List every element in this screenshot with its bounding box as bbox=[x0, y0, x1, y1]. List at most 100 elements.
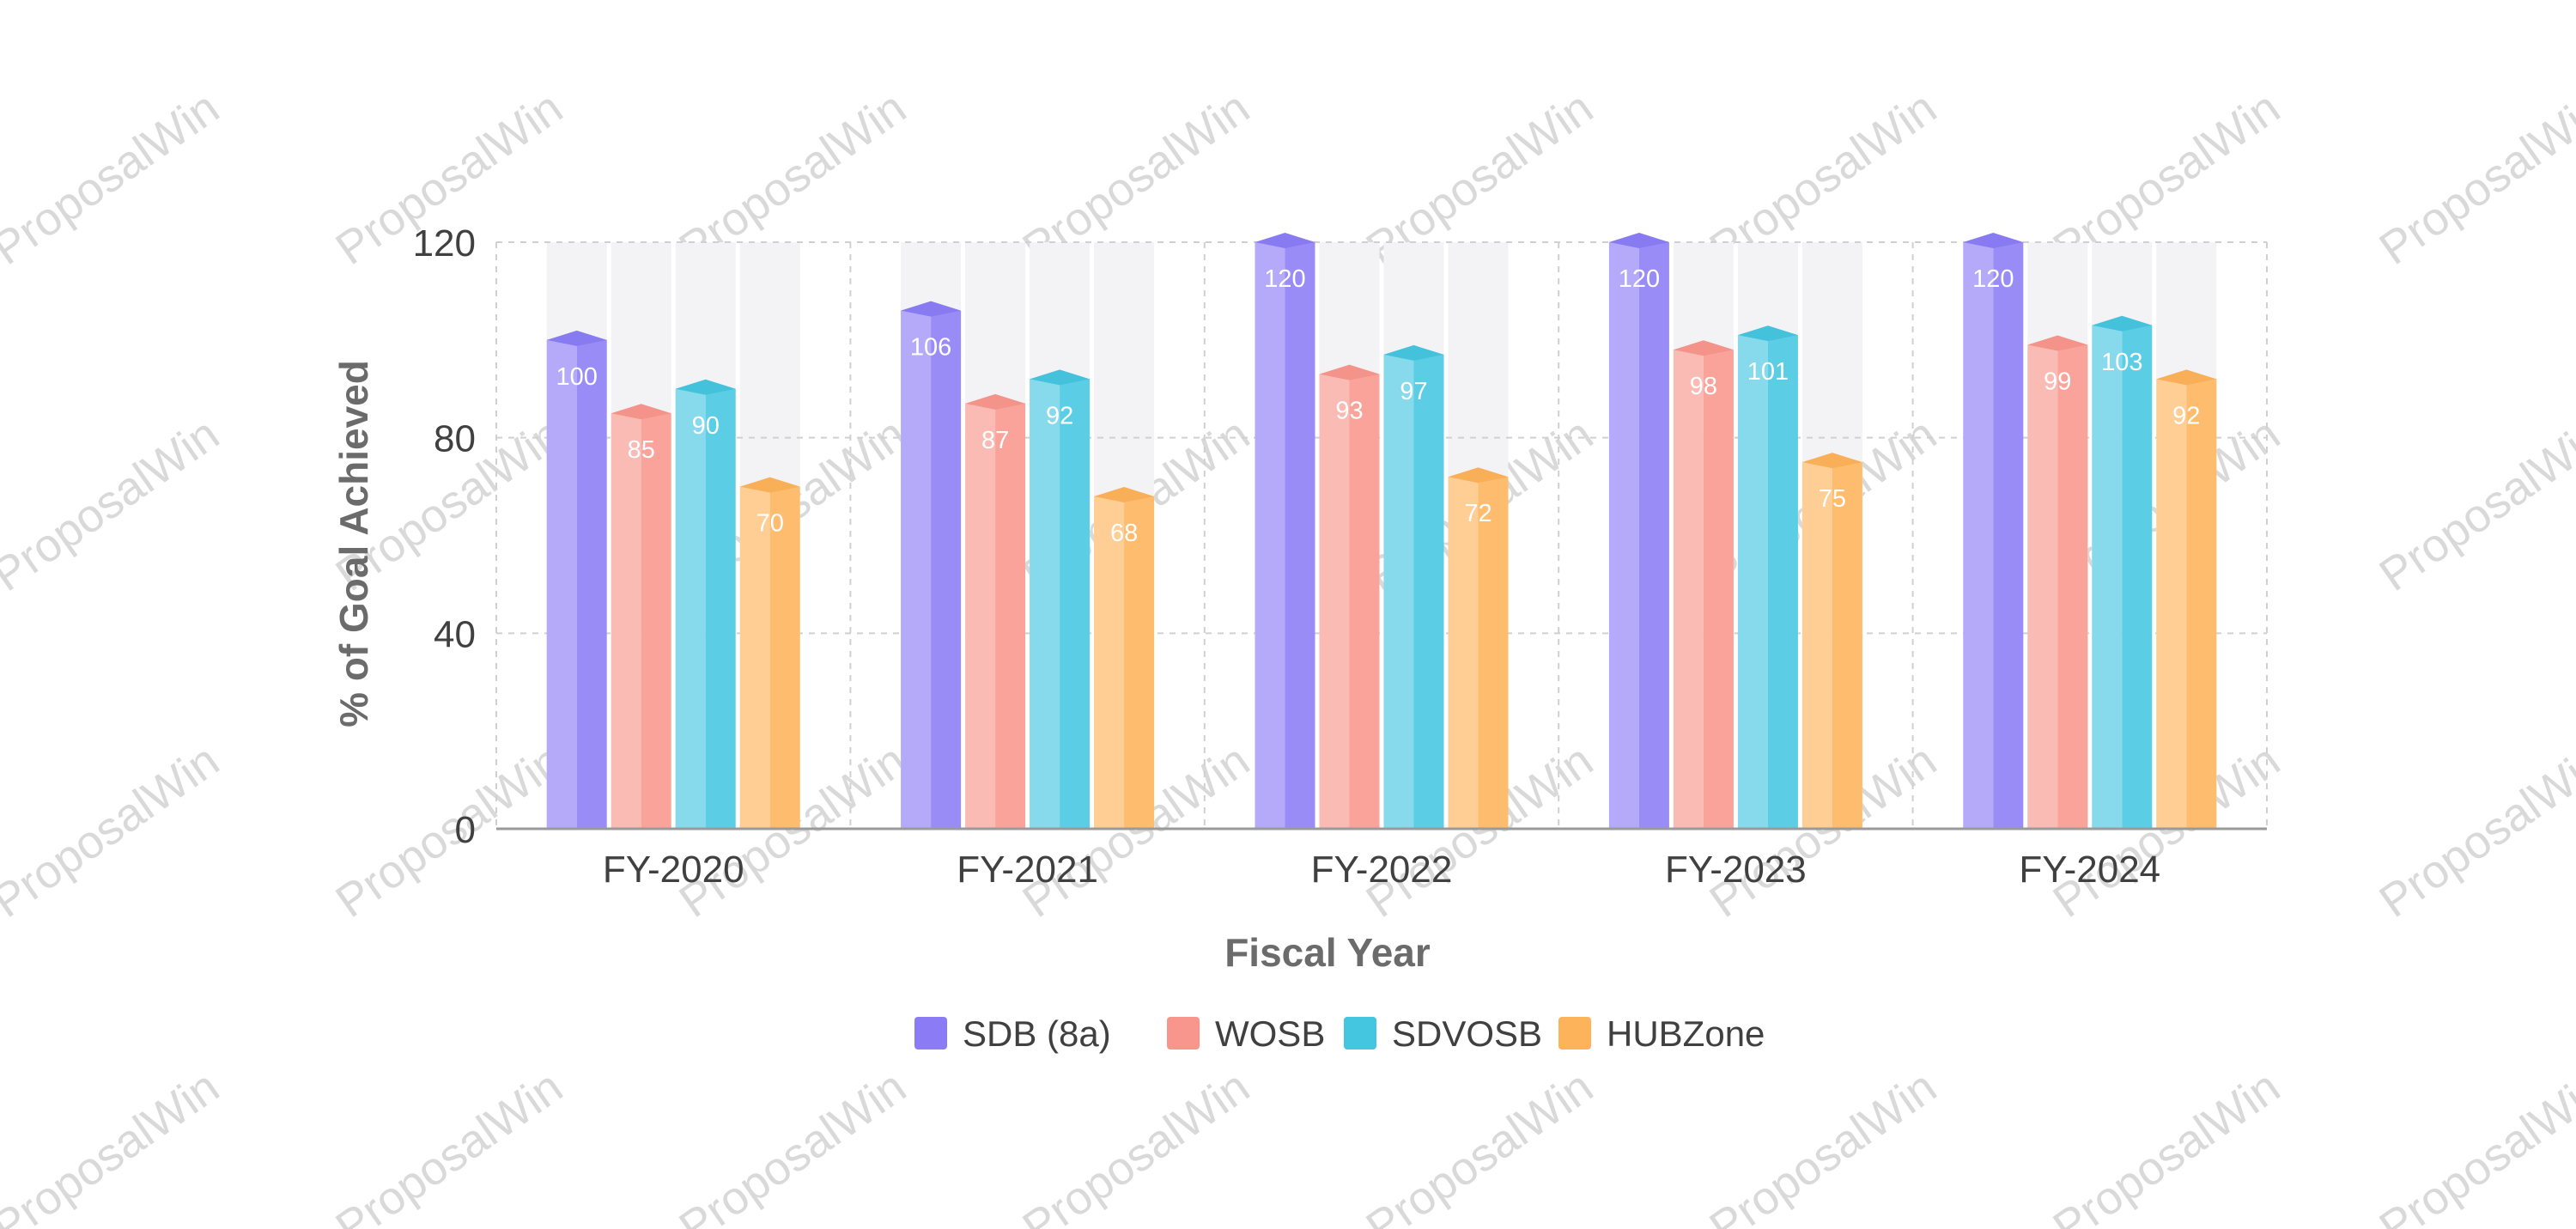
data-label: 72 bbox=[1464, 500, 1492, 527]
bar-top-cap bbox=[675, 379, 736, 395]
bar-left-face bbox=[965, 403, 996, 829]
legend-label: WOSB bbox=[1215, 1013, 1325, 1054]
bar-left-face bbox=[2092, 325, 2123, 830]
data-label: 103 bbox=[2101, 349, 2142, 376]
legend-swatch bbox=[914, 1017, 947, 1050]
bar-top-cap bbox=[546, 330, 607, 346]
bar-right-face bbox=[1349, 374, 1380, 829]
bar-right-face bbox=[1478, 477, 1509, 829]
bar-left-face bbox=[1673, 350, 1704, 829]
bar-right-face bbox=[1285, 242, 1315, 829]
data-label: 120 bbox=[1972, 265, 2014, 293]
bar-right-face bbox=[1638, 242, 1669, 829]
bar-top-cap bbox=[1963, 233, 2024, 248]
data-label: 90 bbox=[692, 412, 720, 440]
x-tick-label: FY-2021 bbox=[957, 849, 1098, 891]
data-label: 106 bbox=[910, 334, 951, 362]
bar-left-face bbox=[1255, 242, 1285, 829]
bar-top-cap bbox=[901, 301, 962, 317]
gridlines bbox=[495, 241, 2268, 829]
bar-right-face bbox=[2122, 325, 2153, 830]
bar-right-face bbox=[1993, 242, 2024, 829]
bar-right-face bbox=[1124, 496, 1155, 829]
bar-top-cap bbox=[1094, 486, 1155, 502]
bar-left-face bbox=[739, 486, 770, 829]
bar-left-face bbox=[611, 413, 641, 829]
data-label: 92 bbox=[2172, 402, 2200, 429]
legend-label: SDB (8a) bbox=[963, 1013, 1111, 1054]
bar-top-cap bbox=[1319, 364, 1380, 380]
data-label: 120 bbox=[1264, 265, 1305, 293]
bar-top-cap bbox=[2092, 315, 2153, 332]
data-label: 92 bbox=[1046, 402, 1073, 429]
y-tick-label: 80 bbox=[434, 418, 476, 460]
data-label: 85 bbox=[628, 436, 655, 464]
x-tick-label: FY-2023 bbox=[1665, 849, 1807, 891]
bar-top-cap bbox=[1255, 233, 1315, 248]
y-axis-title: % of Goal Achieved bbox=[331, 360, 376, 727]
bar-left-face bbox=[1737, 335, 1768, 829]
bar-left-face bbox=[1963, 242, 1994, 829]
bar-right-face bbox=[769, 486, 800, 829]
legend-label: SDVOSB bbox=[1392, 1013, 1542, 1054]
data-label: 120 bbox=[1619, 265, 1660, 293]
axes: 0 40 80 120 FY-2020 FY-2021 FY-2022 FY-2023 FY-2… bbox=[413, 222, 2267, 891]
x-axis-title: Fiscal Year bbox=[1224, 930, 1431, 975]
x-tick-label: FY-2024 bbox=[2019, 849, 2160, 891]
bar-top-cap bbox=[965, 393, 1026, 410]
bar-left-face bbox=[1383, 354, 1414, 829]
bar-left-face bbox=[1094, 496, 1125, 829]
bar-top-cap bbox=[611, 404, 671, 420]
bar-top-cap bbox=[1737, 326, 1798, 342]
bar-right-face bbox=[2186, 379, 2217, 829]
legend-swatch bbox=[1558, 1017, 1591, 1050]
bar-top-cap bbox=[1448, 467, 1509, 484]
bar-left-face bbox=[1608, 242, 1639, 829]
x-tick-label: FY-2022 bbox=[1311, 849, 1453, 891]
bar-right-face bbox=[995, 403, 1026, 829]
bar-right-face bbox=[1767, 335, 1798, 829]
bar-left-face bbox=[1030, 379, 1060, 829]
bars: 100 85 90 70 106 87 92 68 120 93 97 72 120 98 101 75 120… bbox=[546, 233, 2217, 830]
bar-right-face bbox=[1413, 354, 1444, 829]
legend-label: HUBZone bbox=[1607, 1013, 1765, 1054]
bar-left-face bbox=[546, 339, 577, 829]
bar-top-cap bbox=[1383, 344, 1444, 361]
bar-left-face bbox=[2027, 344, 2058, 829]
bar-top-cap bbox=[1608, 233, 1669, 248]
bar-top-cap bbox=[1801, 453, 1862, 469]
data-label: 100 bbox=[556, 363, 598, 391]
y-tick-label: 40 bbox=[434, 613, 476, 655]
bar-right-face bbox=[576, 339, 607, 829]
bar-right-face bbox=[931, 310, 962, 829]
bar-right-face bbox=[705, 388, 736, 829]
data-label: 101 bbox=[1747, 358, 1789, 386]
bar-left-face bbox=[1448, 477, 1479, 829]
data-label: 68 bbox=[1110, 520, 1138, 547]
bar-right-face bbox=[1832, 462, 1862, 829]
data-label: 97 bbox=[1400, 378, 1427, 405]
bar-right-face bbox=[1703, 350, 1734, 829]
y-tick-label: 0 bbox=[455, 809, 476, 851]
bar-left-face bbox=[2156, 379, 2187, 829]
data-label: 87 bbox=[981, 427, 1009, 454]
legend-swatch bbox=[1167, 1017, 1200, 1050]
bar-right-face bbox=[2057, 344, 2088, 829]
data-label: 93 bbox=[1335, 398, 1363, 425]
bar-left-face bbox=[1801, 462, 1832, 829]
x-tick-label: FY-2020 bbox=[603, 849, 744, 891]
data-label: 75 bbox=[1819, 485, 1846, 513]
bar-right-face bbox=[1060, 379, 1091, 829]
bar-right-face bbox=[641, 413, 671, 829]
bar-left-face bbox=[1319, 374, 1350, 829]
bar-top-cap bbox=[2156, 369, 2217, 386]
bar-left-face bbox=[901, 310, 932, 829]
y-tick-label: 120 bbox=[413, 222, 476, 265]
bar-top-cap bbox=[1673, 340, 1734, 356]
data-label: 99 bbox=[2044, 368, 2071, 396]
bar-left-face bbox=[675, 388, 706, 829]
bar-top-cap bbox=[739, 477, 800, 493]
data-label: 98 bbox=[1690, 373, 1717, 400]
bar-top-cap bbox=[2027, 335, 2088, 351]
